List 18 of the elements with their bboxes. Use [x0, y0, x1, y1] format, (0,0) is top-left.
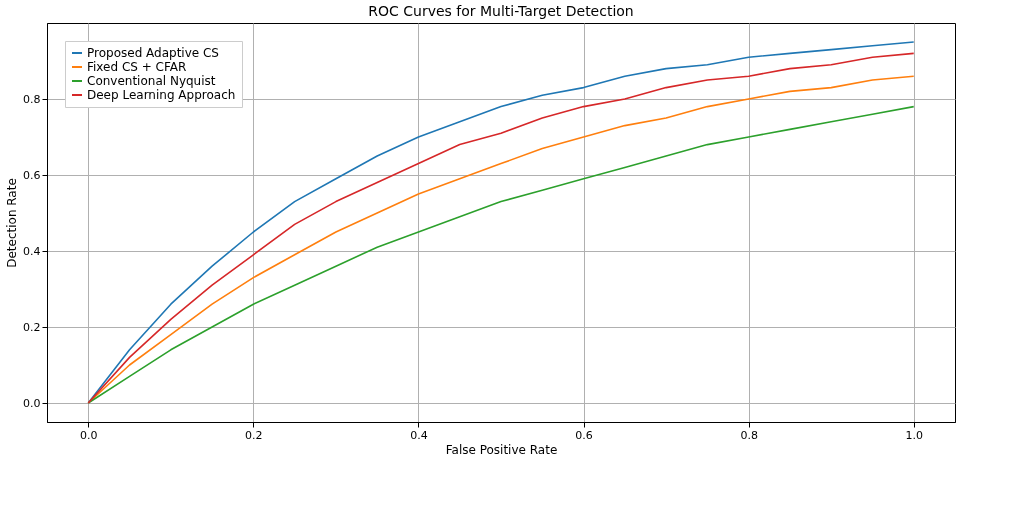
x-tick-label: 1.0: [905, 428, 923, 442]
x-tick-label: 0.0: [80, 428, 98, 442]
x-tick-label: 0.2: [245, 428, 263, 442]
y-tick-label: 0.6: [23, 168, 41, 182]
legend-label: Conventional Nyquist: [87, 74, 216, 88]
x-tick-label: 0.4: [410, 428, 428, 442]
legend-label: Deep Learning Approach: [87, 88, 236, 102]
legend-label: Proposed Adaptive CS: [87, 46, 219, 60]
legend-label: Fixed CS + CFAR: [87, 60, 187, 74]
y-tick-label: 0.0: [23, 396, 41, 410]
y-tick-label: 0.8: [23, 92, 41, 106]
y-tick-label: 0.4: [23, 244, 41, 258]
x-axis-title: False Positive Rate: [445, 442, 558, 457]
x-tick-label: 0.6: [575, 428, 593, 442]
y-tick-label: 0.2: [23, 320, 41, 334]
y-axis-title: Detection Rate: [5, 178, 20, 268]
chart-title: ROC Curves for Multi-Target Detection: [368, 3, 634, 19]
x-tick-label: 0.8: [740, 428, 758, 442]
